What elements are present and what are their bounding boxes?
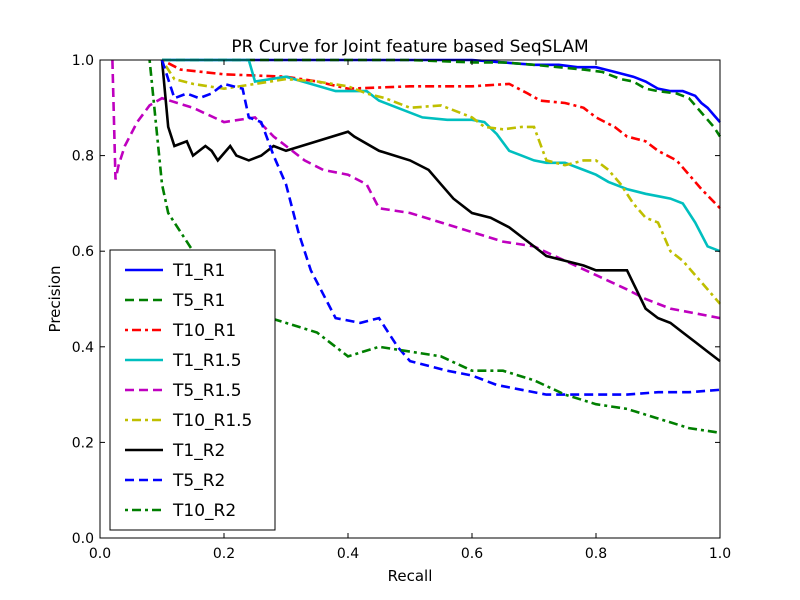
series-line-t5-r2: [160, 59, 721, 396]
x-axis-label: Recall: [388, 567, 433, 585]
y-tick-label: 0.4: [72, 340, 94, 356]
x-tick-label: 0.8: [585, 546, 607, 562]
y-tick-label: 0.8: [72, 149, 94, 165]
y-axis-label: Precision: [46, 266, 64, 333]
legend: T1_R1 T5_R1 T10_R1 T1_R1.5 T5_R1.5 T10_R1.5 T1…: [109, 249, 276, 531]
x-tick-label: 0.6: [461, 546, 483, 562]
y-tick-label: 1.0: [72, 53, 94, 69]
legend-label: T1_R1.5: [172, 351, 242, 371]
legend-label: T1_R1: [172, 261, 225, 281]
legend-box: [109, 249, 276, 531]
chart-title: PR Curve for Joint feature based SeqSLAM: [231, 37, 588, 57]
axes-frame: [99, 59, 721, 539]
legend-label: T10_R2: [172, 501, 236, 521]
legend-items: T1_R1 T5_R1 T10_R1 T1_R1.5 T5_R1.5 T10_R1.5 T1…: [125, 261, 252, 521]
series-line-t10-r1-5: [160, 59, 721, 305]
legend-label: T5_R2: [172, 471, 225, 491]
legend-label: T10_R1: [172, 321, 236, 341]
y-tick-label: 0.0: [72, 531, 94, 547]
x-tick-label: 0.4: [337, 546, 359, 562]
legend-label: T5_R1: [172, 291, 225, 311]
legend-label: T10_R1.5: [172, 411, 252, 431]
ticks-layer: 0.0 0.2 0.4 0.6 0.8 1.0 0.0 0.2 0.4 0.6 0.8 1.0: [72, 53, 731, 562]
y-tick-label: 0.6: [72, 244, 94, 260]
x-tick-label: 0.2: [213, 546, 235, 562]
legend-label: T5_R1.5: [172, 381, 242, 401]
y-tick-label: 0.2: [72, 435, 94, 451]
series-line-t5-r1-5: [111, 59, 721, 320]
series-line-t1-r1-5: [162, 58, 721, 253]
x-tick-label: 1.0: [709, 546, 731, 562]
x-tick-label: 0.0: [89, 546, 111, 562]
plot-area: 0.0 0.2 0.4 0.6 0.8 1.0 0.0 0.2 0.4 0.6 0.8 1.0: [72, 53, 731, 562]
series-line-t1-r2: [160, 59, 721, 363]
legend-label: T1_R2: [172, 441, 225, 461]
